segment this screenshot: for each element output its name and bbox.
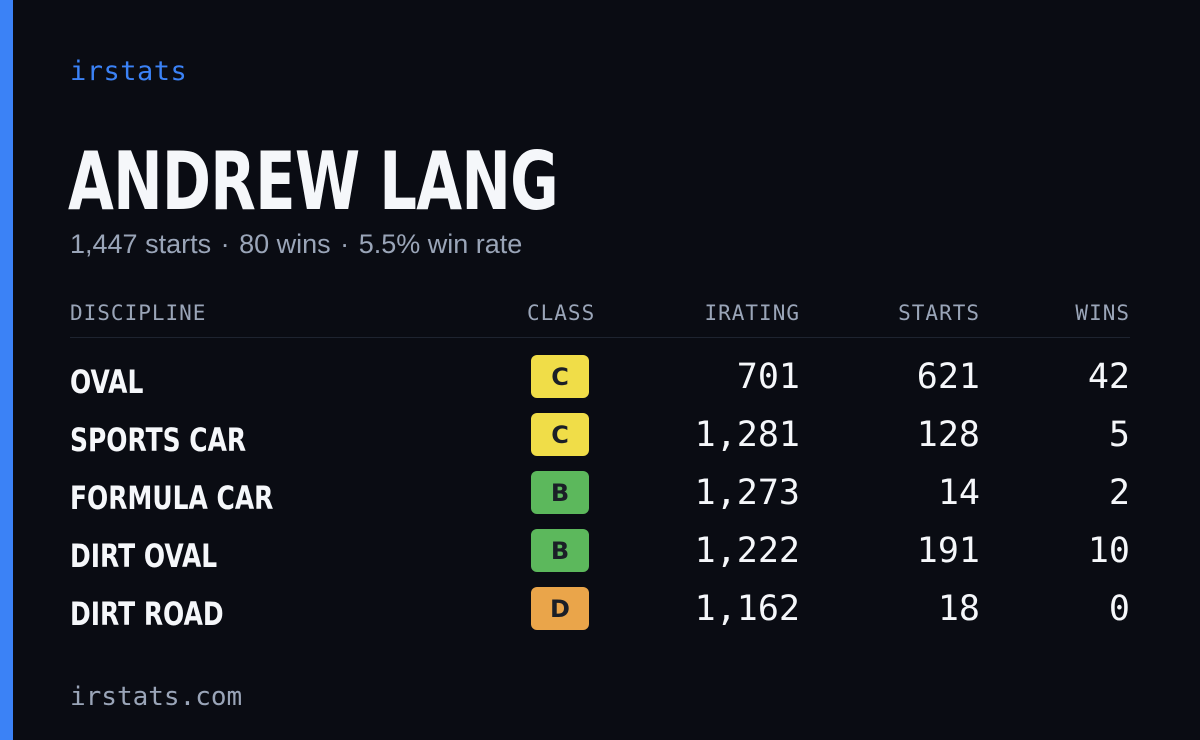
driver-name: ANDREW LANG <box>68 135 559 228</box>
wins-value: 0 <box>1108 589 1130 629</box>
table-row: DIRT ROAD D 1,162 18 0 <box>0 587 1200 645</box>
wins-value: 42 <box>1087 357 1130 397</box>
brand-logo: irstats <box>70 56 188 87</box>
discipline-name: DIRT ROAD <box>70 595 224 633</box>
summary-wins: 80 wins <box>239 229 331 259</box>
wins-value: 5 <box>1108 415 1130 455</box>
table-row: SPORTS CAR C 1,281 128 5 <box>0 413 1200 471</box>
class-badge: C <box>531 413 589 456</box>
column-header-irating: IRATING <box>704 301 800 325</box>
driver-summary: 1,447 starts · 80 wins · 5.5% win rate <box>70 229 522 260</box>
summary-win-rate: 5.5% win rate <box>358 229 523 259</box>
summary-separator: · <box>340 229 350 259</box>
accent-bar <box>0 0 13 740</box>
wins-value: 10 <box>1087 531 1130 571</box>
class-badge: C <box>531 355 589 398</box>
discipline-name: OVAL <box>70 363 144 401</box>
footer-url[interactable]: irstats.com <box>70 682 243 712</box>
irating-value: 1,281 <box>694 415 800 455</box>
discipline-name: DIRT OVAL <box>70 537 218 575</box>
irating-value: 701 <box>736 357 800 397</box>
starts-value: 14 <box>937 473 980 513</box>
class-badge: B <box>531 471 589 514</box>
summary-starts: 1,447 starts <box>70 229 212 259</box>
irating-value: 1,162 <box>694 589 800 629</box>
irating-value: 1,222 <box>694 531 800 571</box>
header-divider <box>70 337 1130 338</box>
starts-value: 18 <box>937 589 980 629</box>
table-row: FORMULA CAR B 1,273 14 2 <box>0 471 1200 529</box>
column-header-wins: WINS <box>1075 301 1130 325</box>
discipline-name: SPORTS CAR <box>70 421 247 459</box>
starts-value: 621 <box>916 357 980 397</box>
class-badge: D <box>531 587 589 630</box>
column-header-discipline: DISCIPLINE <box>70 301 207 325</box>
column-header-class: CLASS <box>527 301 596 325</box>
summary-separator: · <box>220 229 230 259</box>
table-row: DIRT OVAL B 1,222 191 10 <box>0 529 1200 587</box>
column-header-starts: STARTS <box>898 301 980 325</box>
irating-value: 1,273 <box>694 473 800 513</box>
discipline-name: FORMULA CAR <box>70 479 274 517</box>
wins-value: 2 <box>1108 473 1130 513</box>
table-row: OVAL C 701 621 42 <box>0 355 1200 413</box>
class-badge: B <box>531 529 589 572</box>
starts-value: 128 <box>916 415 980 455</box>
starts-value: 191 <box>916 531 980 571</box>
